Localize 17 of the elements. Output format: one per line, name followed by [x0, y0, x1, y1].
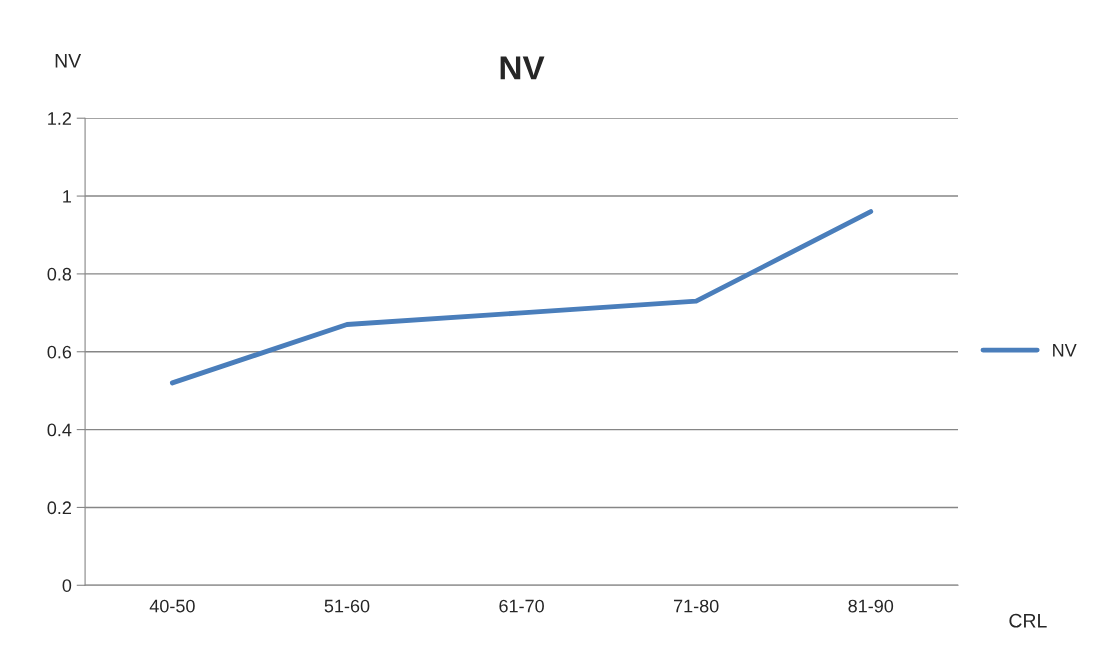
y-tick-label: 0.4: [47, 423, 72, 437]
y-tick-label: 1: [63, 190, 72, 203]
y-axis-title: NV: [55, 54, 82, 68]
y-tick-label: 0: [62, 579, 72, 592]
line-series: [169, 209, 874, 386]
y-tick-label: 0.6: [47, 345, 72, 359]
x-tick-label: 81-90: [848, 599, 894, 613]
x-axis-title: CRL: [1009, 613, 1047, 628]
y-tick-label: 0.2: [47, 501, 71, 515]
x-tick-label: 71-80: [673, 599, 719, 613]
y-tick-label: 0.8: [47, 267, 72, 281]
x-tick-label: 40-50: [149, 599, 195, 613]
chart-title: NV: [500, 56, 545, 80]
x-tick-label: 51-60: [324, 599, 370, 613]
y-tick-label: 1.2: [48, 112, 71, 125]
x-tick-label: 61-70: [499, 599, 544, 613]
legend-label: NV: [1053, 343, 1077, 357]
